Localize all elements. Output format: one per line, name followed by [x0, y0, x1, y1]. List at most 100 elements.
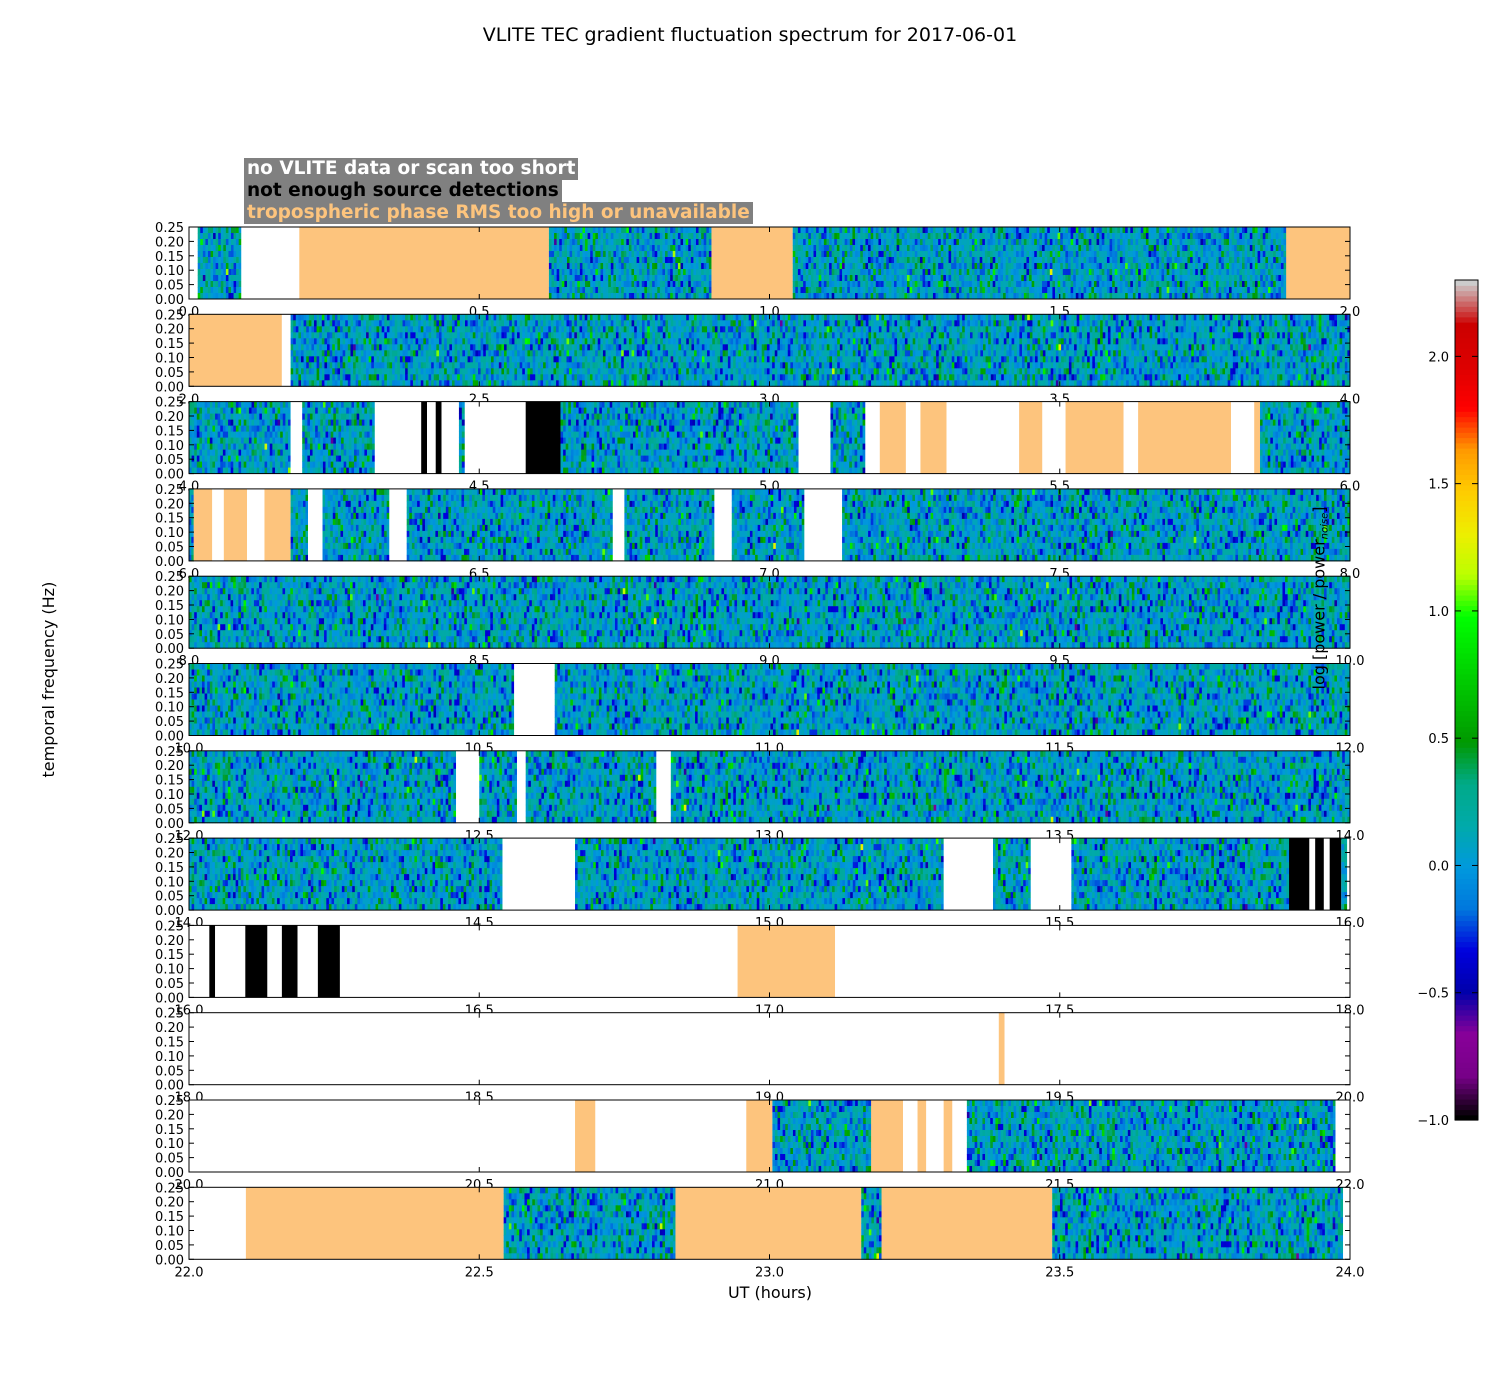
y-tick-label: 0.15	[155, 512, 184, 527]
y-tick-label: 0.15	[155, 861, 184, 876]
y-tick-label: 0.05	[155, 1064, 184, 1079]
y-tick-label: 0.05	[155, 628, 184, 643]
nodata-segment	[189, 1013, 999, 1085]
y-tick-label: 0.10	[155, 526, 184, 541]
nodata-segment	[926, 1100, 943, 1172]
y-tick-label: 0.25	[155, 1007, 184, 1022]
colorbar-label-sub: noise	[1319, 513, 1330, 540]
y-tick-label: 0.25	[155, 308, 184, 323]
trop-segment	[918, 1100, 927, 1172]
trop-segment	[999, 1013, 1005, 1085]
trop-segment	[575, 1100, 595, 1172]
nodata-segment	[517, 751, 526, 823]
nodata-segment	[212, 489, 224, 561]
nodet-segment	[318, 925, 340, 997]
y-tick-label: 0.25	[155, 658, 184, 673]
nodata-segment	[952, 1100, 967, 1172]
y-tick-label: 0.20	[155, 847, 184, 862]
nodata-segment	[944, 838, 993, 910]
y-tick-label: 0.25	[155, 221, 184, 236]
y-tick-label: 0.20	[155, 497, 184, 512]
data-segment	[555, 664, 1351, 736]
colorbar-label: log [power / powernoise]	[1309, 506, 1330, 689]
trop-segment	[1254, 402, 1260, 474]
nodata-segment	[1324, 838, 1330, 910]
colorbar: −1.0−0.50.00.51.01.52.0	[1417, 280, 1478, 1129]
data-segment	[861, 1187, 882, 1259]
data-segment	[575, 838, 944, 910]
colorbar-tick-label: −0.5	[1417, 987, 1449, 1002]
data-segment	[772, 1100, 839, 1172]
y-tick-label: 0.15	[155, 1210, 184, 1225]
trop-segment	[944, 1100, 953, 1172]
y-tick-label: 0.25	[155, 1094, 184, 1109]
data-segment	[189, 489, 194, 561]
y-tick-label: 0.05	[155, 1152, 184, 1167]
nodata-segment	[613, 489, 625, 561]
data-segment	[1260, 402, 1350, 474]
nodet-segment	[282, 925, 298, 997]
trop-segment	[1286, 227, 1350, 299]
data-segment	[189, 751, 456, 823]
y-tick-label: 0.15	[155, 599, 184, 614]
y-tick-label: 0.20	[155, 410, 184, 425]
nodata-segment	[291, 402, 303, 474]
data-segment	[967, 1100, 1336, 1172]
nodata-segment	[389, 489, 406, 561]
y-tick-label: 0.05	[155, 279, 184, 294]
colorbar-tick-label: 1.5	[1428, 478, 1449, 493]
nodata-segment	[375, 402, 421, 474]
data-segment	[1052, 1187, 1343, 1259]
nodata-segment	[1335, 1100, 1350, 1172]
data-segment	[839, 1100, 871, 1172]
y-tick-label: 0.10	[155, 701, 184, 716]
data-segment	[302, 402, 375, 474]
data-segment	[830, 402, 865, 474]
nodata-segment	[1042, 402, 1065, 474]
nodata-segment	[906, 402, 921, 474]
trop-segment	[189, 314, 282, 386]
panel-1: 0.000.050.100.150.200.252.0 2.5 3.0 3.5 4.0	[155, 308, 1360, 407]
y-tick-label: 0.15	[155, 337, 184, 352]
nodata-segment	[298, 925, 318, 997]
nodata-segment	[903, 1100, 918, 1172]
nodata-segment	[215, 925, 245, 997]
y-tick-label: 0.05	[155, 1239, 184, 1254]
colorbar-tick-label: 1.0	[1428, 605, 1449, 620]
y-tick-label: 0.10	[155, 613, 184, 628]
y-tick-label: 0.10	[155, 875, 184, 890]
y-tick-label: 0.15	[155, 250, 184, 265]
nodet-segment	[421, 402, 427, 474]
x-tick-label: 24.0	[1336, 1265, 1365, 1280]
data-segment	[189, 664, 514, 736]
nodata-segment	[799, 402, 831, 474]
nodata-segment	[465, 402, 526, 474]
nodet-segment	[1315, 838, 1324, 910]
y-tick-label: 0.20	[155, 1108, 184, 1123]
nodata-segment	[947, 402, 1020, 474]
data-segment	[671, 751, 1351, 823]
data-segment	[198, 227, 242, 299]
data-segment	[1071, 838, 1289, 910]
y-tick-label: 0.10	[155, 1050, 184, 1065]
nodata-segment	[442, 402, 459, 474]
y-tick-label: 0.10	[155, 788, 184, 803]
data-segment	[189, 838, 503, 910]
nodet-segment	[245, 925, 267, 997]
y-tick-label: 0.25	[155, 919, 184, 934]
y-tick-label: 0.05	[155, 802, 184, 817]
nodata-segment	[1124, 402, 1139, 474]
panel-4: 0.000.050.100.150.200.258.0 8.5 9.0 9.5 10.0	[155, 570, 1364, 669]
y-tick-label: 0.05	[155, 541, 184, 556]
y-tick-label: 0.25	[155, 396, 184, 411]
y-tick-label: 0.15	[155, 1123, 184, 1138]
nodata-segment	[1343, 1187, 1350, 1259]
nodet-segment	[436, 402, 442, 474]
y-axis-label: temporal frequency (Hz)	[39, 582, 58, 778]
panel-0: 0.000.050.100.150.200.250.0 0.5 1.0 1.5 2.0	[155, 221, 1360, 320]
trop-segment	[880, 402, 906, 474]
colorbar-label-suffix: ]	[1309, 506, 1328, 512]
